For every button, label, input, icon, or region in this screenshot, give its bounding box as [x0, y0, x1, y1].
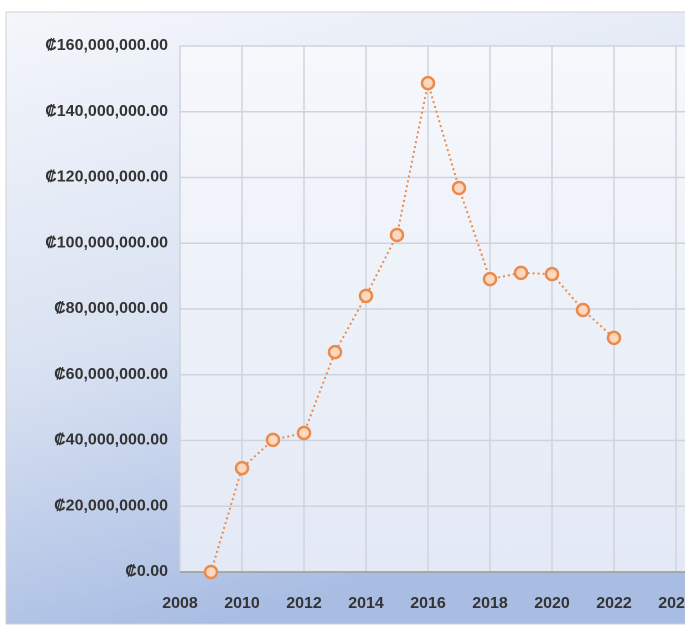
- x-tick-label: 2008: [162, 595, 198, 612]
- data-point: [544, 266, 560, 282]
- x-tick-label: 2014: [348, 595, 384, 612]
- data-point: [234, 460, 250, 476]
- data-point: [606, 330, 622, 346]
- data-point: [513, 265, 529, 281]
- data-point: [327, 344, 343, 360]
- data-point: [358, 288, 374, 304]
- x-tick-label: 2012: [286, 595, 322, 612]
- y-tick-label: ₡0.00: [125, 563, 168, 580]
- data-point: [575, 302, 591, 318]
- y-tick-label: ₡20,000,000.00: [54, 497, 168, 514]
- data-point: [389, 227, 405, 243]
- data-point: [451, 180, 467, 196]
- y-tick-label: ₡100,000,000.00: [45, 234, 168, 251]
- data-point: [265, 432, 281, 448]
- x-tick-label: 2024: [658, 595, 685, 612]
- data-point: [420, 75, 436, 91]
- x-tick-label: 2022: [596, 595, 632, 612]
- y-tick-label: ₡40,000,000.00: [54, 432, 168, 449]
- y-tick-label: ₡60,000,000.00: [54, 366, 168, 383]
- data-point: [203, 564, 219, 580]
- y-tick-label: ₡160,000,000.00: [45, 37, 168, 54]
- data-point: [482, 271, 498, 287]
- y-tick-label: ₡140,000,000.00: [45, 103, 168, 120]
- y-tick-label: ₡120,000,000.00: [45, 169, 168, 186]
- x-tick-label: 2016: [410, 595, 446, 612]
- x-tick-label: 2020: [534, 595, 570, 612]
- x-tick-label: 2010: [224, 595, 260, 612]
- data-point: [296, 425, 312, 441]
- y-tick-label: ₡80,000,000.00: [54, 300, 168, 317]
- x-tick-label: 2018: [472, 595, 508, 612]
